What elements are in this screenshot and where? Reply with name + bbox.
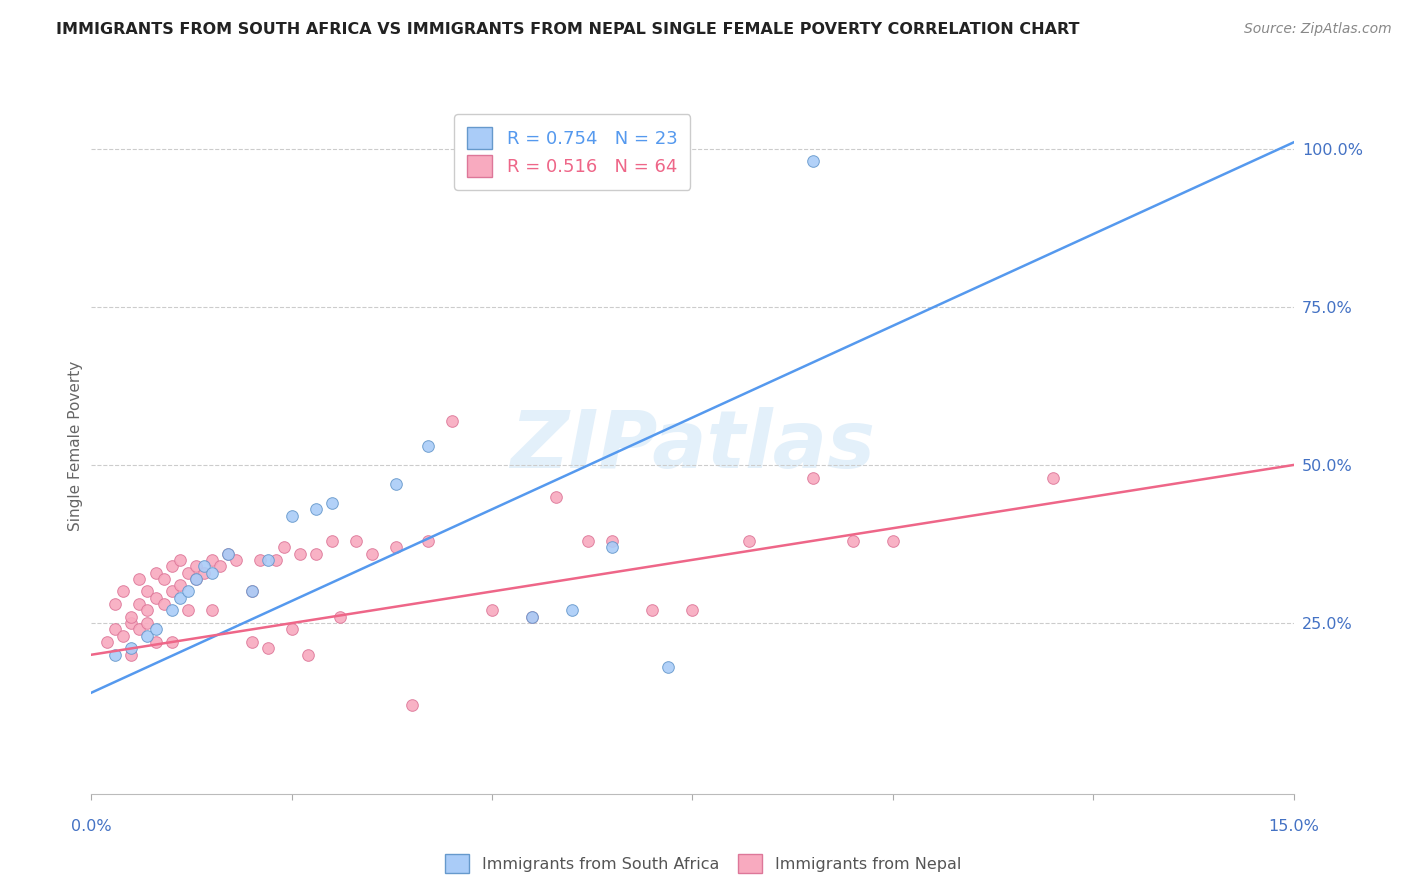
- Point: [225, 553, 247, 567]
- Point: [128, 572, 150, 586]
- Point: [193, 566, 215, 580]
- Point: [305, 547, 328, 561]
- Point: [201, 566, 224, 580]
- Point: [256, 641, 278, 656]
- Point: [136, 629, 159, 643]
- Point: [121, 641, 143, 656]
- Point: [481, 603, 503, 617]
- Point: [1042, 470, 1064, 484]
- Point: [401, 698, 423, 713]
- Text: Source: ZipAtlas.com: Source: ZipAtlas.com: [1244, 22, 1392, 37]
- Point: [546, 490, 568, 504]
- Point: [121, 616, 143, 631]
- Point: [360, 547, 382, 561]
- Point: [160, 559, 183, 574]
- Point: [169, 578, 191, 592]
- Point: [160, 635, 183, 649]
- Point: [737, 533, 759, 548]
- Point: [602, 540, 624, 554]
- Point: [440, 414, 463, 428]
- Text: 15.0%: 15.0%: [1268, 819, 1319, 834]
- Point: [217, 547, 239, 561]
- Point: [176, 566, 198, 580]
- Text: 0.0%: 0.0%: [72, 819, 111, 834]
- Point: [145, 623, 167, 637]
- Point: [801, 470, 824, 484]
- Point: [104, 623, 127, 637]
- Text: IMMIGRANTS FROM SOUTH AFRICA VS IMMIGRANTS FROM NEPAL SINGLE FEMALE POVERTY CORR: IMMIGRANTS FROM SOUTH AFRICA VS IMMIGRAN…: [56, 22, 1080, 37]
- Legend: Immigrants from South Africa, Immigrants from Nepal: Immigrants from South Africa, Immigrants…: [439, 847, 967, 880]
- Point: [385, 540, 408, 554]
- Point: [217, 547, 239, 561]
- Point: [145, 591, 167, 605]
- Point: [602, 533, 624, 548]
- Point: [522, 609, 544, 624]
- Point: [576, 533, 599, 548]
- Point: [128, 597, 150, 611]
- Point: [256, 553, 278, 567]
- Point: [169, 553, 191, 567]
- Point: [561, 603, 583, 617]
- Point: [145, 566, 167, 580]
- Point: [321, 496, 343, 510]
- Point: [136, 584, 159, 599]
- Point: [329, 609, 352, 624]
- Point: [416, 533, 439, 548]
- Point: [112, 629, 135, 643]
- Point: [281, 508, 304, 523]
- Y-axis label: Single Female Poverty: Single Female Poverty: [67, 361, 83, 531]
- Point: [321, 533, 343, 548]
- Point: [385, 477, 408, 491]
- Point: [121, 648, 143, 662]
- Point: [240, 635, 263, 649]
- Point: [273, 540, 295, 554]
- Point: [344, 533, 367, 548]
- Text: ZIPatlas: ZIPatlas: [510, 407, 875, 485]
- Point: [184, 572, 207, 586]
- Point: [841, 533, 863, 548]
- Point: [641, 603, 664, 617]
- Point: [201, 553, 224, 567]
- Point: [176, 584, 198, 599]
- Point: [184, 572, 207, 586]
- Point: [281, 623, 304, 637]
- Point: [169, 591, 191, 605]
- Point: [96, 635, 118, 649]
- Legend: R = 0.754   N = 23, R = 0.516   N = 64: R = 0.754 N = 23, R = 0.516 N = 64: [454, 114, 690, 190]
- Point: [297, 648, 319, 662]
- Point: [193, 559, 215, 574]
- Point: [152, 597, 174, 611]
- Point: [112, 584, 135, 599]
- Point: [681, 603, 703, 617]
- Point: [240, 584, 263, 599]
- Point: [160, 584, 183, 599]
- Point: [176, 603, 198, 617]
- Point: [121, 609, 143, 624]
- Point: [305, 502, 328, 516]
- Point: [104, 597, 127, 611]
- Point: [136, 616, 159, 631]
- Point: [882, 533, 904, 548]
- Point: [249, 553, 271, 567]
- Point: [416, 439, 439, 453]
- Point: [152, 572, 174, 586]
- Point: [128, 623, 150, 637]
- Point: [657, 660, 679, 674]
- Point: [104, 648, 127, 662]
- Point: [288, 547, 311, 561]
- Point: [240, 584, 263, 599]
- Point: [264, 553, 287, 567]
- Point: [208, 559, 231, 574]
- Point: [145, 635, 167, 649]
- Point: [522, 609, 544, 624]
- Point: [160, 603, 183, 617]
- Point: [801, 154, 824, 169]
- Point: [136, 603, 159, 617]
- Point: [201, 603, 224, 617]
- Point: [184, 559, 207, 574]
